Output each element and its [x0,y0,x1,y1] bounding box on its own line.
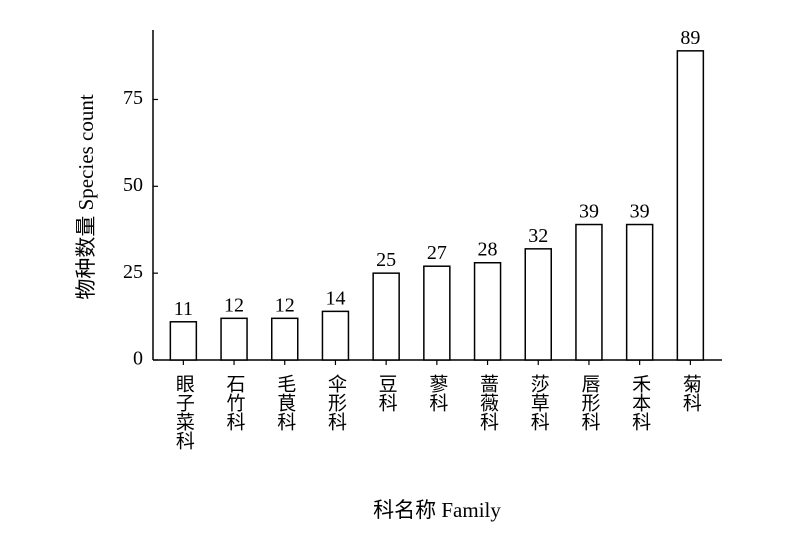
bar [372,272,400,361]
x-axis-label: 科名称 Family [373,498,501,522]
x-tick-label: 毛茛科 [274,374,296,431]
y-tick-label: 75 [123,87,143,109]
x-tick-label: 莎草科 [528,374,550,431]
x-tick-label: 唇形科 [578,374,600,431]
bar [321,310,350,361]
x-tick-label: 蓼科 [426,374,448,412]
x-tick-label: 禾本科 [629,374,651,431]
value-label: 14 [325,287,345,309]
value-label: 25 [376,249,396,271]
bar [220,317,248,361]
x-tick-label: 伞形科 [325,374,347,431]
y-axis-label: 物种数量 Species count [74,94,98,299]
bar [625,223,654,361]
value-label: 12 [275,294,295,316]
value-label: 89 [680,27,700,49]
bar [423,265,451,361]
value-label: 32 [528,225,548,247]
bar [676,50,705,361]
value-label: 39 [630,201,650,223]
x-tick-label: 菊科 [680,374,702,412]
bar [271,317,299,361]
value-label: 28 [478,239,498,261]
bar [575,223,603,361]
x-tick-label: 眼子菜科 [173,374,195,450]
y-tick-label: 0 [133,348,143,370]
x-tick-label: 豆科 [376,374,398,412]
x-tick-label: 石竹科 [224,374,246,431]
y-tick-label: 25 [123,261,143,283]
y-tick-label: 50 [123,174,143,196]
bar [473,261,502,361]
x-tick-label: 蔷薇科 [477,374,499,431]
value-label: 27 [427,242,447,264]
value-label: 39 [579,201,599,223]
bar [524,248,552,361]
bar [169,321,198,361]
value-label: 12 [224,294,244,316]
value-label: 11 [174,298,193,320]
